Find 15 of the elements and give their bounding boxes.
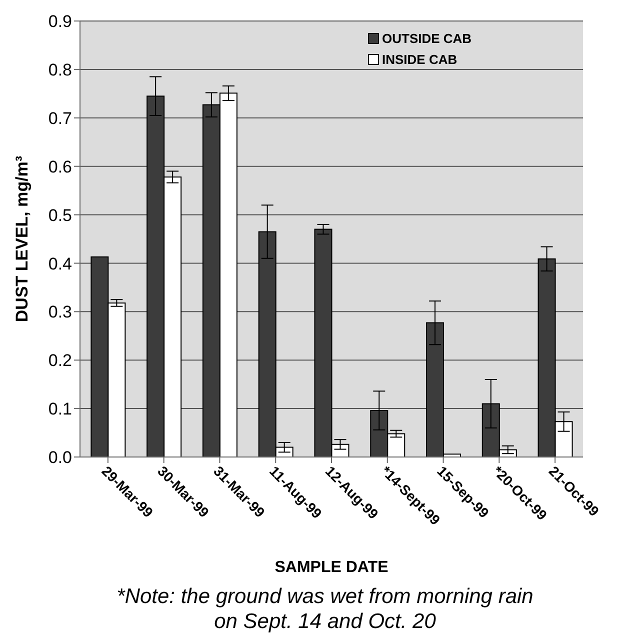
y-tick-label: 0.1 — [48, 400, 72, 419]
y-tick-label: 0.2 — [48, 351, 72, 370]
y-tick-label: 0.8 — [48, 60, 72, 80]
x-axis-title: SAMPLE DATE — [274, 559, 389, 576]
y-tick-label: 0.3 — [48, 302, 72, 322]
y-tick-label: 0.6 — [48, 157, 72, 176]
y-tick-label: 0.4 — [48, 254, 72, 274]
y-axis-title: DUST LEVEL, mg/m³ — [12, 156, 32, 322]
y-tick-label: 0.7 — [48, 108, 72, 128]
y-tick-label: 0.9 — [48, 12, 72, 32]
legend-label: INSIDE CAB — [382, 51, 458, 69]
y-tick-label: 0.5 — [48, 206, 72, 225]
text: *Note: the ground was wet from morning rain on Sept. 14 and Oct. 20 — [116, 584, 534, 634]
y-tick-label: 0.0 — [48, 448, 72, 468]
legend-label: OUTSIDE CAB — [382, 30, 472, 48]
